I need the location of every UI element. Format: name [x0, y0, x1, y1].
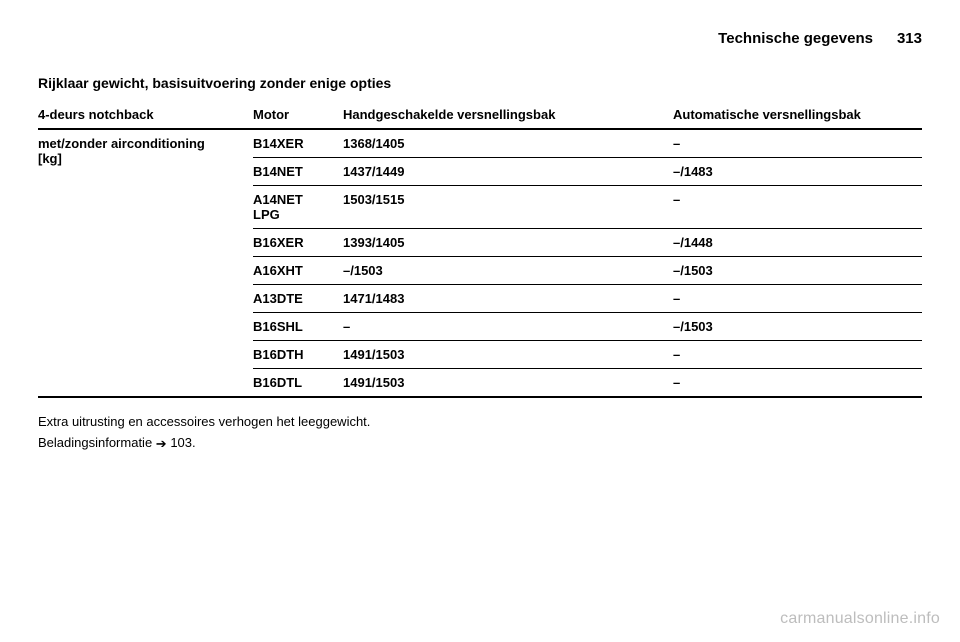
cell-auto: – — [673, 129, 922, 158]
table-body: met/zonder airconditioning [kg] B14XER 1… — [38, 129, 922, 397]
page-header: Technische gegevens 313 — [38, 30, 922, 47]
footnote-block: Extra uitrusting en accessoires verhogen… — [38, 412, 922, 454]
cell-motor-line2: LPG — [253, 207, 335, 222]
cell-manual: 1368/1405 — [343, 129, 673, 158]
cell-auto: –/1448 — [673, 229, 922, 257]
cell-motor: A16XHT — [253, 257, 343, 285]
cell-auto: – — [673, 369, 922, 398]
cell-motor: B14XER — [253, 129, 343, 158]
cell-motor: B16XER — [253, 229, 343, 257]
cell-motor: A14NET LPG — [253, 186, 343, 229]
col-header-manual: Handgeschakelde versnellingsbak — [343, 101, 673, 129]
col-header-auto: Automatische versnellingsbak — [673, 101, 922, 129]
cell-motor: B14NET — [253, 158, 343, 186]
cell-manual: 1491/1503 — [343, 369, 673, 398]
footnote-line2-prefix: Beladingsinformatie — [38, 435, 156, 450]
cell-auto: –/1503 — [673, 313, 922, 341]
page: Technische gegevens 313 Rijklaar gewicht… — [0, 0, 960, 642]
cell-manual: 1491/1503 — [343, 341, 673, 369]
watermark: carmanualsonline.info — [780, 610, 940, 628]
cell-motor: A13DTE — [253, 285, 343, 313]
cell-manual: – — [343, 313, 673, 341]
cell-auto: –/1503 — [673, 257, 922, 285]
spec-table: 4-deurs notchback Motor Handgeschakelde … — [38, 101, 922, 398]
col-header-motor: Motor — [253, 101, 343, 129]
cell-manual: 1503/1515 — [343, 186, 673, 229]
header-page-number: 313 — [897, 30, 922, 47]
cell-auto: – — [673, 341, 922, 369]
cell-manual: 1437/1449 — [343, 158, 673, 186]
section-title: Rijklaar gewicht, basisuitvoering zonder… — [38, 75, 922, 91]
cell-motor: B16DTL — [253, 369, 343, 398]
row-subheader: met/zonder airconditioning [kg] — [38, 129, 253, 397]
cell-motor: B16SHL — [253, 313, 343, 341]
header-title: Technische gegevens — [718, 30, 873, 47]
subheader-line2: [kg] — [38, 151, 245, 166]
cell-manual: 1393/1405 — [343, 229, 673, 257]
cell-manual: –/1503 — [343, 257, 673, 285]
cell-auto: –/1483 — [673, 158, 922, 186]
cell-auto: – — [673, 285, 922, 313]
footnote-line2: Beladingsinformatie ➔ 103. — [38, 433, 922, 454]
table-row: met/zonder airconditioning [kg] B14XER 1… — [38, 129, 922, 158]
footnote-line2-ref: 103. — [170, 435, 195, 450]
cell-motor: B16DTH — [253, 341, 343, 369]
cell-manual: 1471/1483 — [343, 285, 673, 313]
pleaserefer-icon: ➔ — [156, 434, 167, 455]
subheader-line1: met/zonder airconditioning — [38, 136, 245, 151]
col-header-model: 4-deurs notchback — [38, 101, 253, 129]
cell-motor-line1: A14NET — [253, 192, 335, 207]
footnote-line1: Extra uitrusting en accessoires verhogen… — [38, 412, 922, 433]
cell-auto: – — [673, 186, 922, 229]
table-header-row: 4-deurs notchback Motor Handgeschakelde … — [38, 101, 922, 129]
